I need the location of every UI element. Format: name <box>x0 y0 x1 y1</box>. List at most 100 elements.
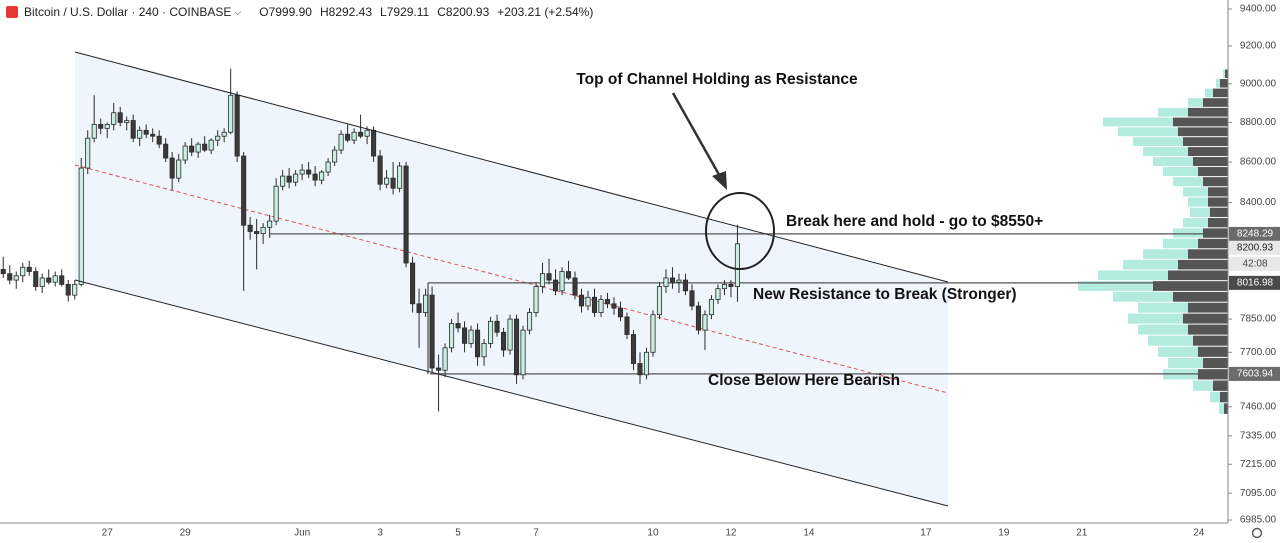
candle-body <box>182 145 188 161</box>
volume-profile <box>1078 69 1228 414</box>
candle-body <box>611 303 617 309</box>
profile-up <box>1210 207 1228 217</box>
candle-body <box>280 175 286 187</box>
candle-body <box>494 320 500 333</box>
price-label: 8200.93 <box>1237 242 1274 253</box>
candle-body <box>572 277 578 296</box>
candle-body <box>117 112 123 123</box>
candle-body <box>150 133 156 137</box>
candle-body <box>325 161 331 173</box>
profile-up <box>1178 259 1228 270</box>
price-label-box <box>1229 366 1280 381</box>
annotation: Top of Channel Holding as Resistance <box>576 71 858 88</box>
profile-up <box>1198 167 1228 177</box>
profile-down <box>1103 117 1173 127</box>
candle-body <box>702 314 708 331</box>
x-tick-label: 7 <box>533 528 539 539</box>
candle-body <box>39 277 45 287</box>
profile-up <box>1173 117 1228 127</box>
candle-body <box>533 286 539 313</box>
candle-body <box>358 131 364 137</box>
candle-body <box>604 299 611 305</box>
profile-down <box>1188 197 1208 207</box>
candle-body <box>676 279 682 283</box>
profile-down <box>1143 249 1188 259</box>
candle-body <box>273 185 279 222</box>
candle-body <box>306 169 312 175</box>
y-tick-label: 7460.00 <box>1240 401 1277 412</box>
candle-body <box>254 231 260 234</box>
candle-body <box>390 177 396 189</box>
profile-down <box>1128 313 1183 324</box>
settings-icon[interactable] <box>1251 527 1263 539</box>
candle-body <box>721 283 727 290</box>
candle-body <box>462 327 468 344</box>
candle-body <box>26 266 32 272</box>
x-tick-label: 14 <box>803 528 815 539</box>
candle-body <box>591 296 598 313</box>
candle-body <box>13 275 19 281</box>
profile-down <box>1188 98 1203 107</box>
dropdown-caret[interactable]: ⌵ <box>234 6 242 17</box>
candle-body <box>312 173 318 181</box>
profile-up <box>1208 197 1228 207</box>
x-tick-label: 19 <box>998 528 1010 539</box>
profile-down <box>1223 69 1225 79</box>
change: +203.21 (+2.54%) <box>497 5 594 19</box>
candle-body <box>403 165 409 264</box>
candle-body <box>624 316 630 335</box>
candle-body <box>286 175 292 183</box>
symbol-title[interactable]: Bitcoin / U.S. Dollar · 240 · COINBASE <box>24 5 232 19</box>
ohlc-item: O7999.90 <box>259 5 312 19</box>
header: Bitcoin / U.S. Dollar · 240 · COINBASE ⌵… <box>6 3 593 21</box>
axes: 9400.00 9200.00 9000.00 8800.00 8600.00 8400.… <box>102 4 1280 539</box>
y-tick-label: 8800.00 <box>1240 117 1277 128</box>
candle-body <box>20 266 26 277</box>
profile-up <box>1203 98 1228 107</box>
x-tick-label: 24 <box>1193 528 1205 539</box>
candle-body <box>488 320 494 344</box>
profile-down <box>1153 157 1193 167</box>
candle-body <box>215 135 221 141</box>
profile-down <box>1123 259 1178 270</box>
profile-down <box>1168 357 1203 369</box>
profile-up <box>1220 79 1228 88</box>
candle-body <box>241 155 247 226</box>
y-tick-label: 9000.00 <box>1240 78 1277 89</box>
profile-up <box>1213 380 1228 391</box>
profile-up <box>1193 335 1228 346</box>
ohlc-value: 8200.93 <box>445 5 490 19</box>
candle-body <box>734 243 740 287</box>
profile-down <box>1158 346 1198 357</box>
profile-down <box>1183 217 1208 228</box>
arrow-shaft <box>671 92 724 181</box>
price-label: 8248.29 <box>1237 229 1274 240</box>
annotation: Break here and hold - go to $8550+ <box>786 213 1043 230</box>
candle-body <box>371 129 377 157</box>
candle-body <box>663 277 669 287</box>
profile-down <box>1205 88 1213 98</box>
price-label: 8016.98 <box>1237 278 1274 289</box>
candle-body <box>410 262 416 305</box>
candle-body <box>91 124 97 139</box>
profile-down <box>1148 335 1193 346</box>
candle-body <box>46 277 52 283</box>
ohlc-item: H8292.43 <box>320 5 372 19</box>
profile-up <box>1188 249 1228 259</box>
countdown: 42:08 <box>1242 258 1267 269</box>
price-label-box <box>1229 275 1280 290</box>
candle-body <box>169 157 175 179</box>
candle-body <box>234 94 240 157</box>
profile-up <box>1208 217 1228 228</box>
profile-up <box>1203 228 1228 238</box>
x-tick-label: 12 <box>725 528 737 539</box>
candle-body <box>111 112 117 125</box>
candle-body <box>630 334 637 364</box>
candle-body <box>585 296 591 307</box>
logo <box>6 6 18 18</box>
candle-body <box>682 279 689 292</box>
profile-up <box>1168 270 1228 281</box>
profile-down <box>1219 403 1224 414</box>
profile-down <box>1078 281 1153 291</box>
annotation: New Resistance to Break (Stronger) <box>753 286 1017 303</box>
